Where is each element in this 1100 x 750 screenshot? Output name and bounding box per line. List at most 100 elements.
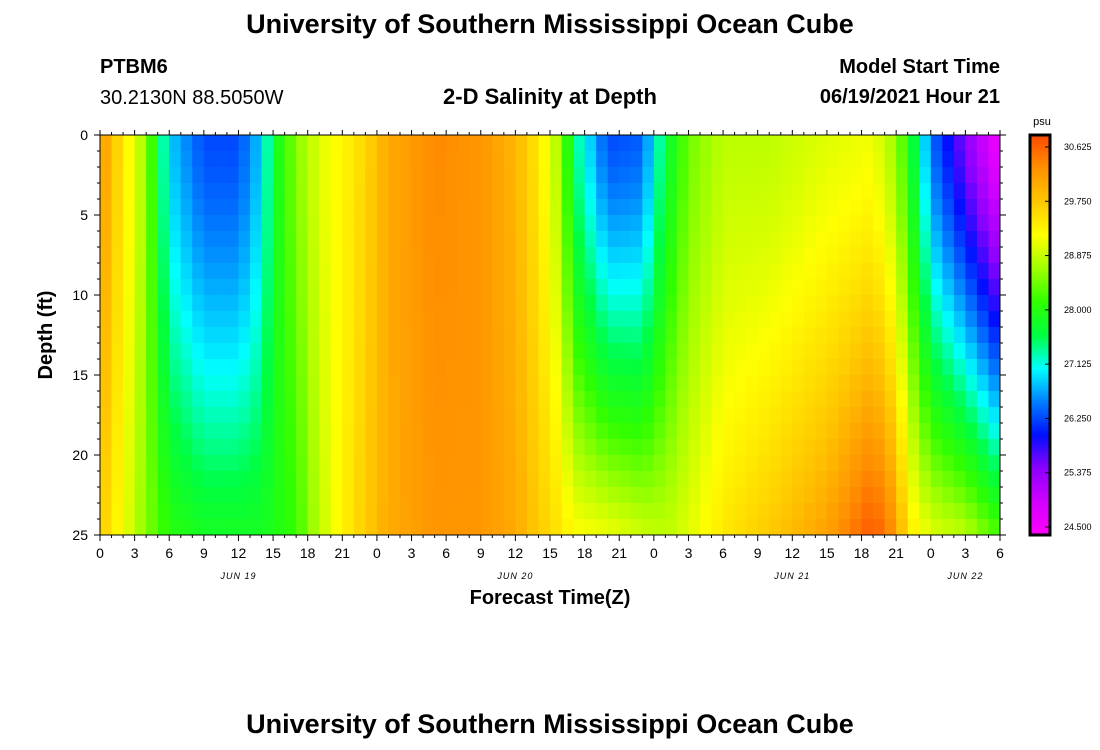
- x-tick-label: 18: [854, 545, 870, 561]
- heatmap-cell: [480, 231, 493, 248]
- heatmap-cell: [319, 503, 332, 520]
- heatmap-cell: [492, 359, 505, 376]
- heatmap-cell: [607, 439, 620, 456]
- heatmap-cell: [457, 215, 470, 232]
- heatmap-cell: [711, 167, 724, 184]
- heatmap-cell: [838, 391, 851, 408]
- heatmap-cell: [746, 183, 759, 200]
- heatmap-cell: [342, 183, 355, 200]
- heatmap-cell: [780, 183, 793, 200]
- heatmap-cell: [792, 503, 805, 520]
- heatmap-cell: [746, 503, 759, 520]
- heatmap-cell: [861, 407, 874, 424]
- heatmap-cell: [250, 391, 263, 408]
- heatmap-cell: [930, 151, 943, 168]
- heatmap-cell: [480, 407, 493, 424]
- colorbar-segment: [1030, 182, 1050, 186]
- heatmap-cell: [953, 487, 966, 504]
- heatmap-cell: [665, 279, 678, 296]
- colorbar-segment: [1030, 285, 1050, 289]
- heatmap-cell: [573, 311, 586, 328]
- colorbar-segment: [1030, 257, 1050, 261]
- heatmap-cell: [238, 263, 251, 280]
- heatmap-cell: [803, 519, 816, 535]
- heatmap-cell: [307, 375, 320, 392]
- heatmap-cell: [676, 199, 690, 216]
- heatmap-cell: [538, 343, 551, 360]
- x-tick-label: 12: [508, 545, 524, 561]
- heatmap-cell: [515, 167, 528, 184]
- heatmap-cell: [376, 359, 390, 376]
- heatmap-cell: [457, 183, 470, 200]
- heatmap-cell: [930, 167, 943, 184]
- heatmap-cell: [676, 375, 690, 392]
- heatmap-cell: [757, 327, 770, 344]
- heatmap-cell: [780, 151, 793, 168]
- heatmap-cell: [700, 359, 713, 376]
- heatmap-cell: [400, 359, 413, 376]
- heatmap-cell: [515, 359, 528, 376]
- x-tick-label: 9: [754, 545, 762, 561]
- heatmap-cell: [665, 359, 678, 376]
- heatmap-cell: [203, 503, 216, 520]
- heatmap-cell: [803, 311, 816, 328]
- heatmap-cell: [596, 327, 609, 344]
- heatmap-cell: [619, 391, 632, 408]
- heatmap-cell: [573, 359, 586, 376]
- heatmap-cell: [988, 183, 1000, 200]
- heatmap-cell: [146, 375, 159, 392]
- heatmap-cell: [457, 263, 470, 280]
- heatmap-cell: [296, 407, 309, 424]
- heatmap-cell: [653, 423, 666, 440]
- heatmap-cell: [711, 439, 724, 456]
- heatmap-cell: [584, 167, 597, 184]
- heatmap-cell: [169, 391, 182, 408]
- heatmap-cell: [480, 471, 493, 488]
- heatmap-cell: [838, 151, 851, 168]
- heatmap-cell: [353, 231, 366, 248]
- heatmap-cell: [769, 423, 782, 440]
- heatmap-cell: [342, 263, 355, 280]
- heatmap-cell: [930, 215, 943, 232]
- heatmap-cell: [896, 359, 909, 376]
- heatmap-cell: [457, 247, 470, 264]
- heatmap-cell: [330, 279, 343, 296]
- heatmap-cell: [411, 183, 424, 200]
- heatmap-cell: [919, 215, 932, 232]
- heatmap-cell: [423, 231, 436, 248]
- heatmap-cell: [538, 327, 551, 344]
- colorbar-segment: [1030, 530, 1050, 534]
- heatmap-cell: [757, 199, 770, 216]
- heatmap-cell: [942, 247, 955, 264]
- heatmap-cell: [100, 487, 113, 504]
- heatmap-cell: [353, 519, 366, 535]
- plot-title: 2-D Salinity at Depth: [443, 84, 657, 109]
- heatmap-cell: [284, 231, 297, 248]
- heatmap-cell: [803, 423, 816, 440]
- heatmap-cell: [400, 151, 413, 168]
- colorbar: 30.62529.75028.87528.00027.12526.25025.3…: [1028, 133, 1092, 537]
- heatmap-cell: [434, 199, 447, 216]
- heatmap-cell: [215, 263, 228, 280]
- heatmap-cell: [296, 215, 309, 232]
- heatmap-cell: [411, 167, 424, 184]
- heatmap-cell: [123, 503, 136, 520]
- heatmap-cell: [388, 343, 401, 360]
- heatmap-cell: [573, 135, 586, 152]
- heatmap-cell: [653, 279, 666, 296]
- heatmap-cell: [250, 151, 263, 168]
- heatmap-cell: [769, 135, 782, 152]
- heatmap-cell: [469, 519, 482, 535]
- heatmap-cell: [273, 391, 286, 408]
- heatmap-cell: [653, 375, 666, 392]
- heatmap-cell: [134, 423, 147, 440]
- heatmap-cell: [976, 391, 990, 408]
- heatmap-cell: [930, 295, 943, 312]
- heatmap-cell: [226, 343, 240, 360]
- heatmap-cell: [157, 279, 170, 296]
- heatmap-cell: [480, 135, 493, 152]
- heatmap-cell: [538, 439, 551, 456]
- heatmap-cell: [826, 279, 840, 296]
- heatmap-cell: [284, 471, 297, 488]
- heatmap-cell: [492, 375, 505, 392]
